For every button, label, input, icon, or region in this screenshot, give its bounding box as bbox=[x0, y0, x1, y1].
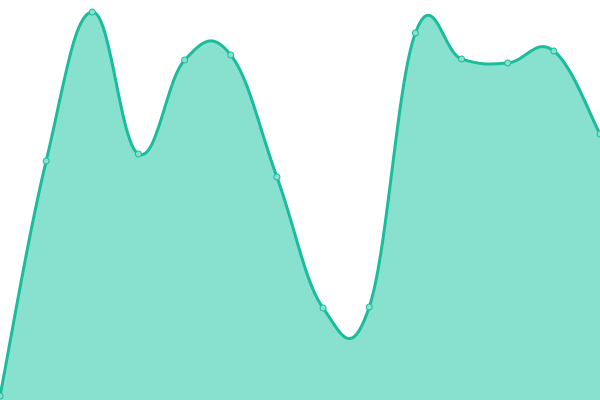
data-point-1 bbox=[0, 392, 4, 400]
data-point-11 bbox=[458, 55, 466, 63]
data-point-5 bbox=[181, 56, 189, 64]
data-point-14 bbox=[596, 130, 600, 138]
data-points bbox=[0, 8, 600, 400]
data-point-12 bbox=[504, 59, 512, 67]
data-point-4 bbox=[134, 150, 142, 158]
data-point-8 bbox=[319, 304, 327, 312]
data-point-3 bbox=[88, 8, 96, 16]
area-fill bbox=[0, 11, 600, 400]
data-point-2 bbox=[42, 157, 50, 165]
data-point-13 bbox=[550, 47, 558, 55]
data-point-9 bbox=[365, 303, 373, 311]
data-point-7 bbox=[273, 173, 281, 181]
series-line bbox=[0, 10, 600, 397]
data-point-10 bbox=[411, 29, 419, 37]
data-point-6 bbox=[227, 51, 235, 59]
